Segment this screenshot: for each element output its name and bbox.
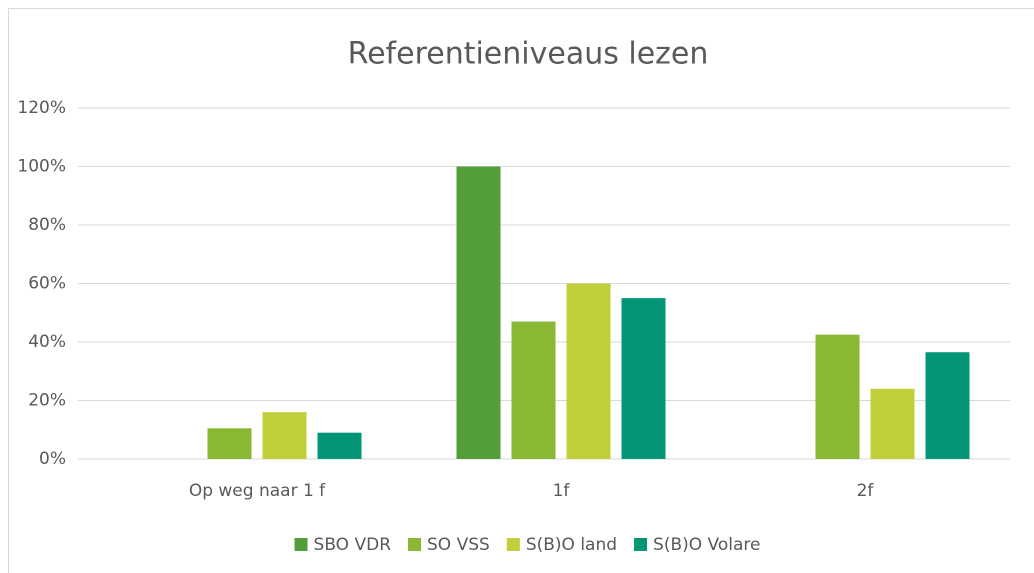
- bar: [621, 298, 666, 459]
- y-tick-label: 40%: [28, 332, 66, 352]
- bar: [317, 432, 362, 459]
- bar: [511, 321, 556, 459]
- y-tick-label: 80%: [28, 215, 66, 235]
- y-tick-label: 60%: [28, 274, 66, 294]
- bar: [925, 352, 970, 459]
- y-tick-label: 20%: [28, 391, 66, 411]
- legend-swatch: [506, 538, 520, 551]
- legend-label: S(B)O Volare: [653, 535, 760, 555]
- x-tick-label: Op weg naar 1 f: [189, 481, 326, 501]
- y-tick-label: 0%: [39, 449, 66, 469]
- bar: [456, 166, 501, 459]
- y-tick-label: 100%: [17, 157, 66, 177]
- bar: [870, 388, 915, 459]
- bar: [262, 412, 307, 459]
- bar: [207, 428, 252, 459]
- legend-label: SO VSS: [427, 535, 490, 555]
- x-tick-label: 2f: [857, 481, 875, 501]
- legend-swatch: [294, 538, 308, 551]
- y-tick-label: 120%: [17, 98, 66, 118]
- bar: [815, 334, 860, 459]
- bar: [566, 283, 611, 459]
- legend-label: S(B)O land: [526, 535, 617, 555]
- legend-swatch: [634, 538, 648, 551]
- chart-title: Referentieniveaus lezen: [348, 37, 709, 72]
- legend-swatch: [408, 538, 422, 551]
- legend-label: SBO VDR: [314, 535, 392, 555]
- chart-border: [8, 8, 1034, 573]
- x-tick-label: 1f: [553, 481, 571, 501]
